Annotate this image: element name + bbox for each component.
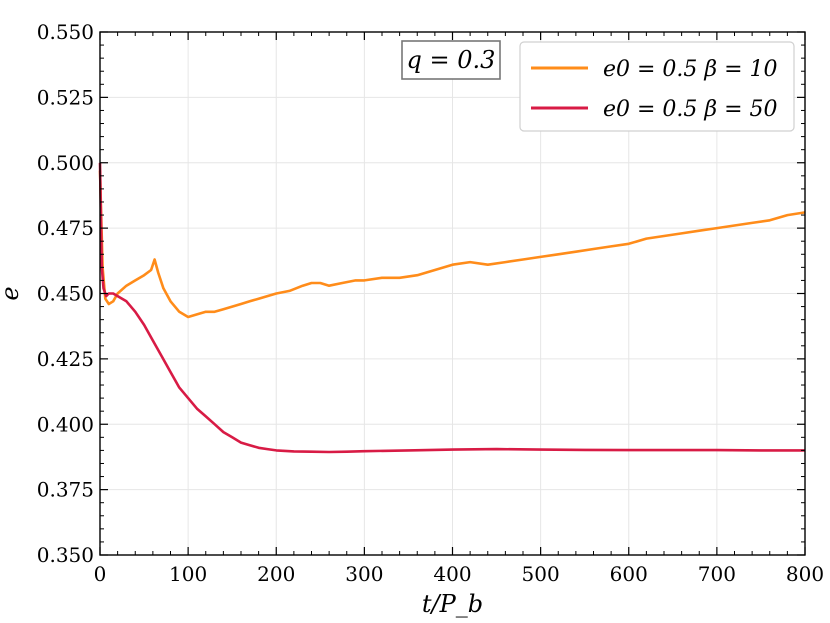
series-line-1 <box>98 162 805 454</box>
y-tick-label: 0.500 <box>37 151 94 175</box>
annotation-text: q = 0.3 <box>407 46 496 74</box>
y-tick-label: 0.400 <box>37 412 94 436</box>
y-tick-labels: 0.350 0.375 0.400 0.425 0.450 0.475 0.500 0.525… <box>37 20 94 567</box>
x-tick-label: 400 <box>433 562 471 586</box>
series-line-0 <box>98 170 806 319</box>
q-annotation: q = 0.3 <box>401 40 501 80</box>
annotation-box <box>401 40 501 80</box>
y-tick-label: 0.450 <box>37 282 94 306</box>
legend: e0 = 0.5 β = 10 e0 = 0.5 β = 50 <box>519 41 795 132</box>
y-tick-label: 0.425 <box>37 347 94 371</box>
x-tick-label: 700 <box>698 562 736 586</box>
x-tick-label: 200 <box>257 562 295 586</box>
ticks <box>99 31 806 556</box>
x-tick-label: 800 <box>786 562 824 586</box>
legend-label-beta-50: e0 = 0.5 β = 50 <box>603 97 778 122</box>
x-tick-label: 100 <box>169 562 207 586</box>
y-tick-label: 0.550 <box>37 20 94 44</box>
x-tick-label: 300 <box>345 562 383 586</box>
x-tick-label: 0 <box>94 562 107 586</box>
y-tick-label: 0.350 <box>37 543 94 567</box>
x-axis-label: t/P_b <box>422 590 483 618</box>
y-tick-label: 0.475 <box>37 216 94 240</box>
x-tick-label: 500 <box>522 562 560 586</box>
series-layer <box>98 162 806 454</box>
legend-label-beta-10: e0 = 0.5 β = 10 <box>603 57 778 82</box>
x-tick-label: 600 <box>610 562 648 586</box>
y-axis-label: e <box>0 286 24 300</box>
x-tick-labels: 0 100 200 300 400 500 600 700 800 <box>94 562 824 586</box>
y-tick-label: 0.525 <box>37 85 94 109</box>
y-tick-label: 0.375 <box>37 478 94 502</box>
legend-box <box>519 41 795 132</box>
